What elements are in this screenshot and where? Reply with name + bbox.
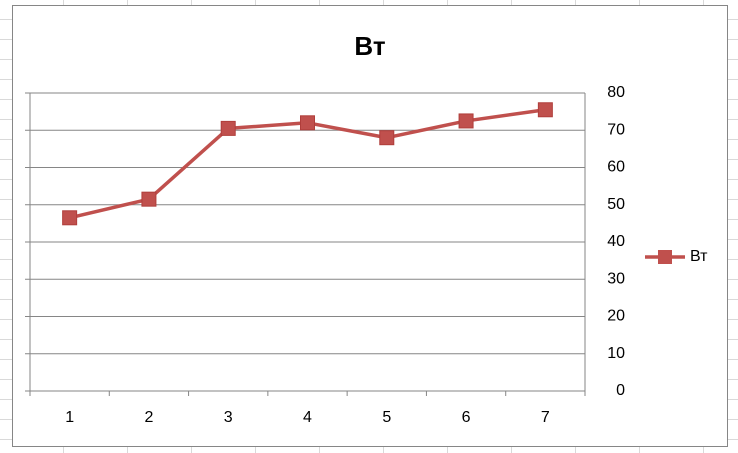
marker <box>379 130 395 146</box>
x-tick-label: 6 <box>462 409 471 426</box>
chart-title: Вт <box>354 31 385 61</box>
y-tick-label: 10 <box>607 345 625 362</box>
y-tick-label: 70 <box>607 121 625 138</box>
y-tick-label: 30 <box>607 270 625 287</box>
x-tick-label: 2 <box>144 409 153 426</box>
x-tick-label: 5 <box>382 409 391 426</box>
x-tick-label: 4 <box>303 409 312 426</box>
x-tick-label: 3 <box>224 409 233 426</box>
y-tick-label: 20 <box>607 308 625 325</box>
y-tick-label: 80 <box>607 84 625 101</box>
y-tick-label: 50 <box>607 196 625 213</box>
marker <box>458 113 474 129</box>
y-tick-label: 0 <box>616 382 625 399</box>
marker <box>141 191 157 207</box>
x-tick-label: 7 <box>541 409 550 426</box>
marker <box>300 115 315 131</box>
marker <box>537 102 553 118</box>
y-tick-label: 60 <box>607 159 625 176</box>
chart-area <box>12 5 728 447</box>
legend-label: Вт <box>690 248 708 265</box>
legend-marker <box>658 250 672 264</box>
marker <box>220 120 236 136</box>
y-tick-label: 40 <box>607 233 625 250</box>
marker <box>62 210 78 226</box>
x-tick-label: 1 <box>65 409 74 426</box>
